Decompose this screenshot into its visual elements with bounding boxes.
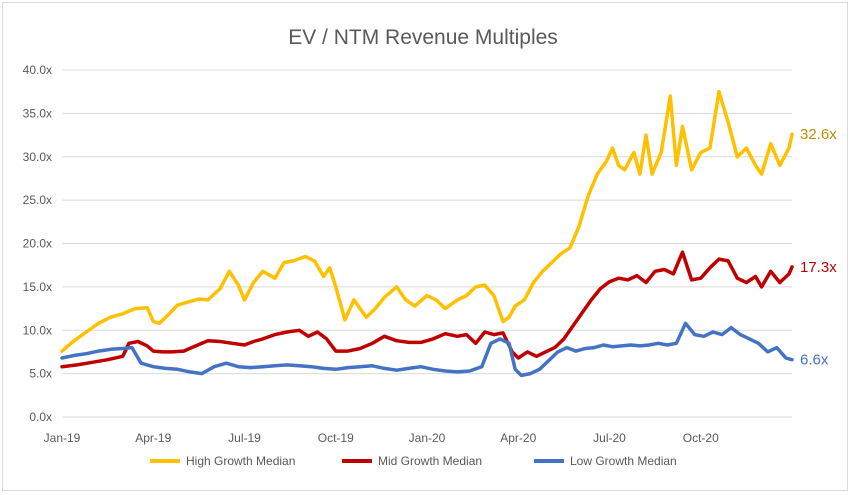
- y-tick-label: 10.0x: [23, 323, 52, 337]
- x-tick-label: Jan-19: [44, 431, 81, 445]
- y-tick-label: 15.0x: [23, 280, 52, 294]
- y-axis: 0.0x 5.0x 10.0x 15.0x 20.0x 25.0x 30.0x 35.0x 40…: [23, 63, 52, 424]
- end-label-0: 32.6x: [800, 126, 837, 143]
- legend: High Growth Median Mid Growth Median Low G…: [150, 454, 677, 468]
- series-line-1: [60, 250, 794, 369]
- y-tick-label: 35.0x: [23, 106, 52, 120]
- x-axis: Jan-19 Apr-19 Jul-19 Oct-19 Jan-20 Apr-20 Jul-…: [44, 431, 719, 445]
- series-line-2: [60, 321, 794, 378]
- y-tick-label: 30.0x: [23, 150, 52, 164]
- end-label-1: 17.3x: [800, 259, 837, 276]
- chart-title: EV / NTM Revenue Multiples: [288, 26, 558, 49]
- x-tick-label: Apr-20: [500, 431, 536, 445]
- x-tick-label: Jul-20: [593, 431, 626, 445]
- series-line-0: [60, 89, 794, 353]
- x-tick-label: Oct-19: [318, 431, 354, 445]
- x-tick-label: Oct-20: [683, 431, 719, 445]
- x-tick-label: Jul-19: [228, 431, 261, 445]
- legend-label-0: High Growth Median: [186, 454, 295, 468]
- legend-label-2: Low Growth Median: [570, 454, 677, 468]
- x-tick-label: Apr-19: [135, 431, 171, 445]
- y-tick-label: 25.0x: [23, 193, 52, 207]
- end-labels: 32.6x 17.3x 6.6x: [800, 126, 837, 369]
- y-tick-label: 20.0x: [23, 237, 52, 251]
- y-tick-label: 5.0x: [29, 367, 52, 381]
- end-label-2: 6.6x: [800, 352, 829, 369]
- gridlines: [62, 69, 792, 418]
- y-tick-label: 40.0x: [23, 63, 52, 77]
- series-lines: [60, 89, 794, 378]
- legend-label-1: Mid Growth Median: [378, 454, 482, 468]
- x-tick-label: Jan-20: [409, 431, 446, 445]
- y-tick-label: 0.0x: [29, 410, 52, 424]
